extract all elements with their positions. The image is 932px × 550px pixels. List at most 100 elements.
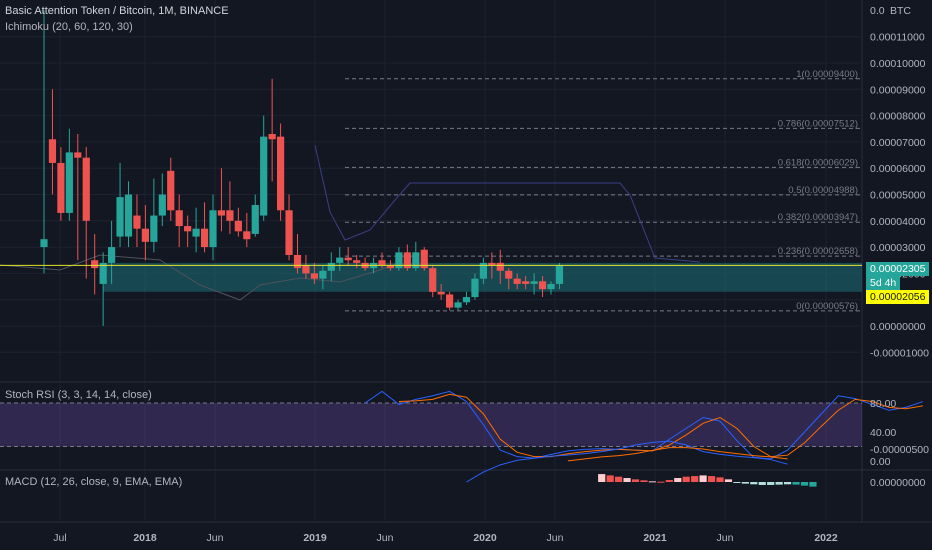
candle-body bbox=[116, 197, 124, 237]
price-axis-label: 0.00005000 bbox=[870, 190, 926, 202]
candle-body bbox=[141, 228, 149, 242]
candle-body bbox=[251, 205, 259, 234]
candle-body bbox=[555, 265, 564, 284]
macd-histogram-bar bbox=[733, 482, 741, 483]
fib-level-label: 0.236(0.00002658) bbox=[778, 246, 858, 257]
time-axis-label: 2018 bbox=[133, 532, 157, 544]
candle-body bbox=[175, 210, 183, 227]
candle-body bbox=[217, 210, 226, 216]
candle-body bbox=[344, 257, 352, 261]
chart-title: Basic Attention Token / Bitcoin, 1M, BIN… bbox=[5, 5, 229, 17]
candle-body bbox=[538, 281, 547, 290]
marker-price-tag: 0.00002056 bbox=[866, 290, 930, 304]
time-axis-label: 2020 bbox=[473, 532, 497, 544]
stoch-axis-label: 0.00 bbox=[870, 456, 891, 468]
fib-level-label: 0.5(0.00004988) bbox=[788, 185, 858, 196]
macd-histogram-bar bbox=[750, 482, 758, 485]
macd-histogram-bar bbox=[767, 482, 775, 485]
macd-histogram-bar bbox=[792, 482, 800, 485]
candle-body bbox=[412, 252, 420, 269]
fib-level-label: 0.382(0.00003947) bbox=[778, 212, 858, 223]
ichimoku-line bbox=[314, 144, 701, 263]
fib-level-label: 1(0.00009400) bbox=[796, 69, 858, 80]
time-axis-label: 2022 bbox=[814, 532, 838, 544]
candle-body bbox=[167, 170, 175, 211]
candle-body bbox=[446, 294, 454, 308]
stoch-title: Stoch RSI (3, 3, 14, 14, close) bbox=[5, 389, 152, 401]
candle-body bbox=[547, 283, 555, 290]
candle-body bbox=[530, 281, 538, 284]
candle-body bbox=[108, 247, 116, 263]
candle-body bbox=[522, 281, 530, 284]
candle-body bbox=[74, 152, 82, 158]
candle-body bbox=[429, 268, 437, 292]
macd-histogram-bar bbox=[707, 476, 716, 482]
time-axis-label: Jun bbox=[207, 532, 224, 544]
macd-histogram-bar bbox=[606, 475, 614, 482]
macd-histogram-bar bbox=[598, 474, 606, 482]
fib-level-label: 0.786(0.00007512) bbox=[778, 118, 858, 129]
candle-body bbox=[454, 302, 462, 308]
candle-body bbox=[277, 136, 285, 211]
candle-body bbox=[200, 228, 209, 248]
candle-body bbox=[505, 270, 513, 279]
candle-body bbox=[192, 228, 200, 237]
fib-level-label: 0(0.00000576) bbox=[796, 301, 858, 312]
price-axis-label: 0.00009000 bbox=[870, 84, 926, 96]
candle-body bbox=[488, 262, 496, 266]
price-axis-label: 0.00007000 bbox=[870, 137, 926, 149]
candle-body bbox=[158, 194, 166, 216]
candle-body bbox=[91, 260, 99, 269]
candle-body bbox=[209, 210, 217, 248]
macd-histogram-bar bbox=[741, 482, 749, 484]
macd-series-line bbox=[466, 440, 788, 483]
candle-body bbox=[99, 262, 107, 284]
candle-body bbox=[462, 297, 471, 303]
macd-histogram-bar bbox=[640, 480, 648, 482]
stoch-band bbox=[0, 403, 862, 447]
macd-histogram-bar bbox=[691, 476, 699, 482]
candle-body bbox=[48, 139, 57, 163]
candle-body bbox=[386, 265, 395, 269]
candle-body bbox=[420, 249, 428, 269]
stoch-axis-label: 40.00 bbox=[870, 427, 896, 439]
candle-body bbox=[65, 152, 73, 213]
candle-body bbox=[82, 157, 90, 221]
candle-body bbox=[124, 194, 133, 237]
candle-body bbox=[184, 226, 192, 232]
time-axis-label: Jun bbox=[547, 532, 564, 544]
candle-body bbox=[293, 254, 302, 269]
countdown-tag: 5d 4h bbox=[866, 276, 901, 290]
candle-body bbox=[327, 262, 335, 271]
price-axis-label: -0.00001000 bbox=[870, 347, 929, 359]
indicator-label: Ichimoku (20, 60, 120, 30) bbox=[5, 21, 133, 33]
time-axis-label: 2021 bbox=[643, 532, 667, 544]
candle-body bbox=[471, 278, 479, 298]
fib-level-label: 0.618(0.00006029) bbox=[778, 157, 858, 168]
price-axis-label: 0.00006000 bbox=[870, 163, 926, 175]
macd-histogram-bar bbox=[809, 482, 817, 487]
candle-body bbox=[378, 260, 386, 266]
macd-title: MACD (12, 26, close, 9, EMA, EMA) bbox=[5, 476, 183, 488]
macd-histogram-bar bbox=[682, 476, 690, 482]
macd-histogram-bar bbox=[674, 478, 682, 482]
macd-histogram-bar bbox=[699, 475, 707, 482]
time-axis-label: Jul bbox=[53, 532, 66, 544]
macd-histogram-bar bbox=[724, 479, 733, 482]
macd-histogram-bar bbox=[784, 482, 792, 485]
time-axis-label: 2019 bbox=[303, 532, 327, 544]
candle-body bbox=[479, 262, 487, 279]
price-axis-label: 0.00003000 bbox=[870, 242, 926, 254]
stoch-axis-label: 80.00 bbox=[870, 398, 896, 410]
candle-body bbox=[302, 265, 310, 274]
candle-body bbox=[353, 260, 361, 263]
macd-histogram-bar bbox=[800, 482, 809, 486]
macd-axis-label: 0.00000000 bbox=[870, 477, 926, 489]
macd-histogram-bar bbox=[623, 478, 631, 482]
candle-body bbox=[234, 220, 242, 232]
macd-series-line bbox=[567, 447, 788, 462]
price-axis-label: 0.00008000 bbox=[870, 111, 926, 123]
last-price-tag: 0.00002305 bbox=[866, 262, 930, 276]
macd-histogram-bar bbox=[648, 481, 656, 483]
